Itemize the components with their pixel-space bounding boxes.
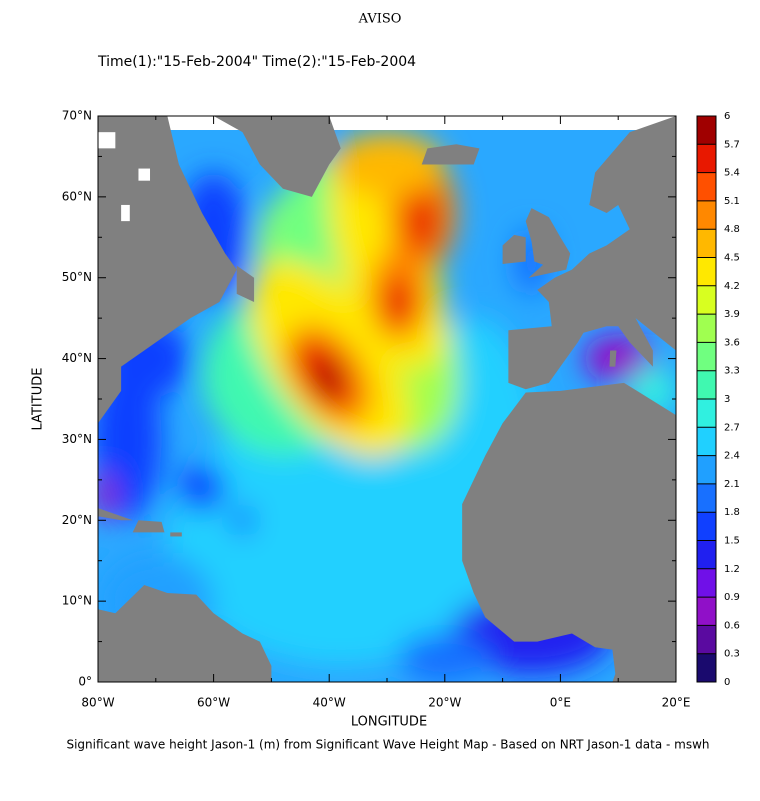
- colorbar-label: 1.8: [724, 507, 740, 518]
- colorbar-band: [697, 455, 716, 484]
- colorbar-label: 5.4: [724, 168, 740, 179]
- colorbar-band: [697, 342, 716, 371]
- no-data-patch: [98, 132, 116, 149]
- colorbar-band: [697, 229, 716, 258]
- colorbar-label: 0.9: [724, 592, 740, 603]
- colorbar-label: 5.1: [724, 196, 740, 207]
- y-tick-label: 10°N: [62, 594, 92, 608]
- x-tick-label: 20°W: [428, 696, 461, 710]
- x-tick-label: 0°E: [550, 696, 571, 710]
- colorbar-label: 3: [724, 394, 730, 405]
- colorbar-band: [697, 597, 716, 626]
- land: [609, 350, 617, 367]
- y-tick-label: 30°N: [62, 432, 92, 446]
- field-blob: [404, 188, 440, 254]
- colorbar-band: [697, 540, 716, 569]
- colorbar-label: 2.4: [724, 451, 740, 462]
- colorbar-band: [697, 116, 716, 145]
- land: [132, 520, 165, 533]
- field-blob: [398, 633, 492, 682]
- no-data-patch: [138, 168, 151, 181]
- colorbar-band: [697, 483, 716, 513]
- caption: Significant wave height Jason-1 (m) from…: [66, 738, 709, 752]
- y-tick-label: 40°N: [62, 351, 92, 365]
- land: [98, 508, 133, 521]
- x-tick-label: 40°W: [313, 696, 346, 710]
- colorbar-band: [697, 257, 716, 286]
- colorbar-band: [697, 172, 716, 201]
- land: [236, 265, 255, 302]
- colorbar-label: 5.7: [724, 139, 740, 150]
- land: [525, 208, 571, 278]
- colorbar-band: [697, 653, 716, 682]
- field-blob: [178, 463, 226, 513]
- y-axis-label: LATITUDE: [31, 368, 46, 431]
- subtitle: Time(1):"15-Feb-2004" Time(2):"15-Feb-20…: [97, 54, 416, 70]
- field-blob: [381, 277, 416, 327]
- land: [502, 234, 526, 264]
- colorbar-band: [697, 314, 716, 343]
- colorbar-label: 4.5: [724, 253, 740, 264]
- colorbar-label: 0: [724, 677, 730, 688]
- field-blob: [98, 471, 116, 521]
- y-tick-label: 70°N: [62, 109, 92, 123]
- title: AVISO: [358, 12, 402, 27]
- land: [508, 116, 676, 390]
- colorbar-label: 0.3: [724, 649, 740, 660]
- colorbar-band: [697, 399, 716, 428]
- field-blob: [329, 132, 445, 197]
- colorbar-band: [697, 512, 716, 541]
- land: [98, 116, 237, 424]
- wave-field: [98, 130, 676, 682]
- field-blob: [317, 358, 341, 400]
- colorbar-label: 0.6: [724, 620, 740, 631]
- colorbar-label: 4.8: [724, 224, 740, 235]
- colorbar-band: [697, 568, 716, 598]
- x-tick-label: 60°W: [197, 696, 230, 710]
- colorbar-label: 3.6: [724, 337, 740, 348]
- y-tick-label: 20°N: [62, 513, 92, 527]
- land: [213, 116, 341, 197]
- colorbar-band: [697, 144, 716, 173]
- colorbar-label: 1.2: [724, 564, 740, 575]
- x-tick-label: 20°E: [662, 696, 691, 710]
- land: [462, 382, 676, 682]
- y-tick-label: 0°: [78, 675, 92, 689]
- land: [421, 144, 480, 165]
- land: [170, 532, 182, 537]
- no-data-patch: [121, 204, 130, 222]
- colorbar-label: 2.1: [724, 479, 740, 490]
- colorbar-label: 1.5: [724, 536, 740, 547]
- colorbar-label: 2.7: [724, 422, 740, 433]
- colorbar-band: [697, 370, 716, 399]
- colorbar-band: [697, 427, 716, 456]
- x-axis-label: LONGITUDE: [351, 715, 427, 730]
- y-tick-label: 60°N: [62, 189, 92, 203]
- x-tick-label: 80°W: [81, 696, 114, 710]
- colorbar-label: 6: [724, 111, 730, 122]
- land: [98, 584, 272, 682]
- y-tick-label: 50°N: [62, 270, 92, 284]
- colorbar-band: [697, 285, 716, 315]
- field-blob: [230, 504, 255, 537]
- colorbar-label: 4.2: [724, 281, 740, 292]
- colorbar-label: 3.3: [724, 366, 740, 377]
- colorbar-band: [697, 625, 716, 654]
- colorbar-band: [697, 200, 716, 230]
- colorbar-label: 3.9: [724, 309, 740, 320]
